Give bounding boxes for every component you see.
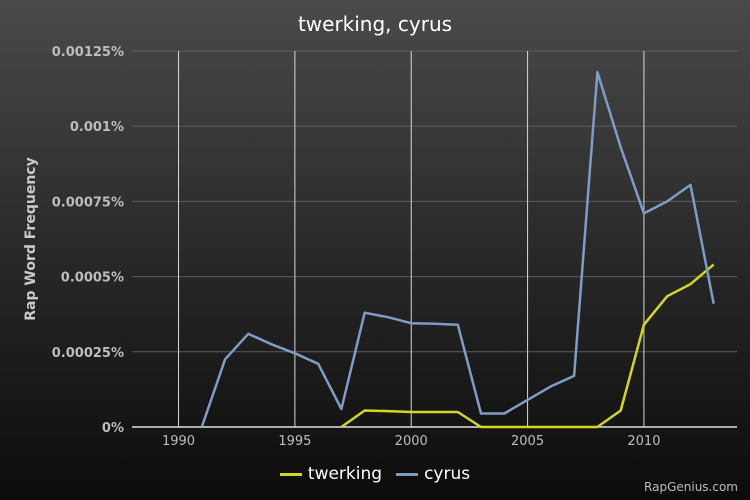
- x-tick-label: 1990: [162, 434, 195, 449]
- y-tick-label: 0.0005%: [61, 271, 124, 286]
- legend-label-twerking: twerking: [307, 464, 383, 484]
- x-tick-label: 1995: [278, 434, 311, 449]
- watermark: RapGenius.com: [644, 480, 738, 494]
- y-tick-label: 0.00025%: [52, 346, 124, 361]
- x-tick-label: 2000: [395, 434, 428, 449]
- tick-labels: 0% 0.00025% 0.0005% 0.00075% 0.001% 0.00125% 1…: [52, 45, 661, 449]
- series-line-twerking: [340, 263, 715, 429]
- y-tick-label: 0.00125%: [52, 45, 124, 60]
- series-layer: [200, 70, 715, 429]
- legend-item-twerking[interactable]: twerking: [279, 464, 383, 484]
- x-tick-label: 2010: [627, 434, 660, 449]
- x-tick-label: 2005: [511, 434, 544, 449]
- series-line-cyrus: [200, 70, 715, 428]
- legend-item-cyrus[interactable]: cyrus: [396, 464, 470, 484]
- legend-swatch-cyrus: [396, 472, 419, 476]
- legend: twerking cyrus: [0, 464, 750, 484]
- legend-label-cyrus: cyrus: [424, 464, 471, 484]
- grid-layer: [132, 50, 737, 427]
- chart-title: twerking, cyrus: [297, 12, 453, 36]
- legend-swatch-twerking: [279, 472, 302, 476]
- y-tick-label: 0.00075%: [52, 195, 124, 210]
- y-tick-label: 0.001%: [70, 120, 124, 135]
- y-tick-label: 0%: [102, 421, 124, 436]
